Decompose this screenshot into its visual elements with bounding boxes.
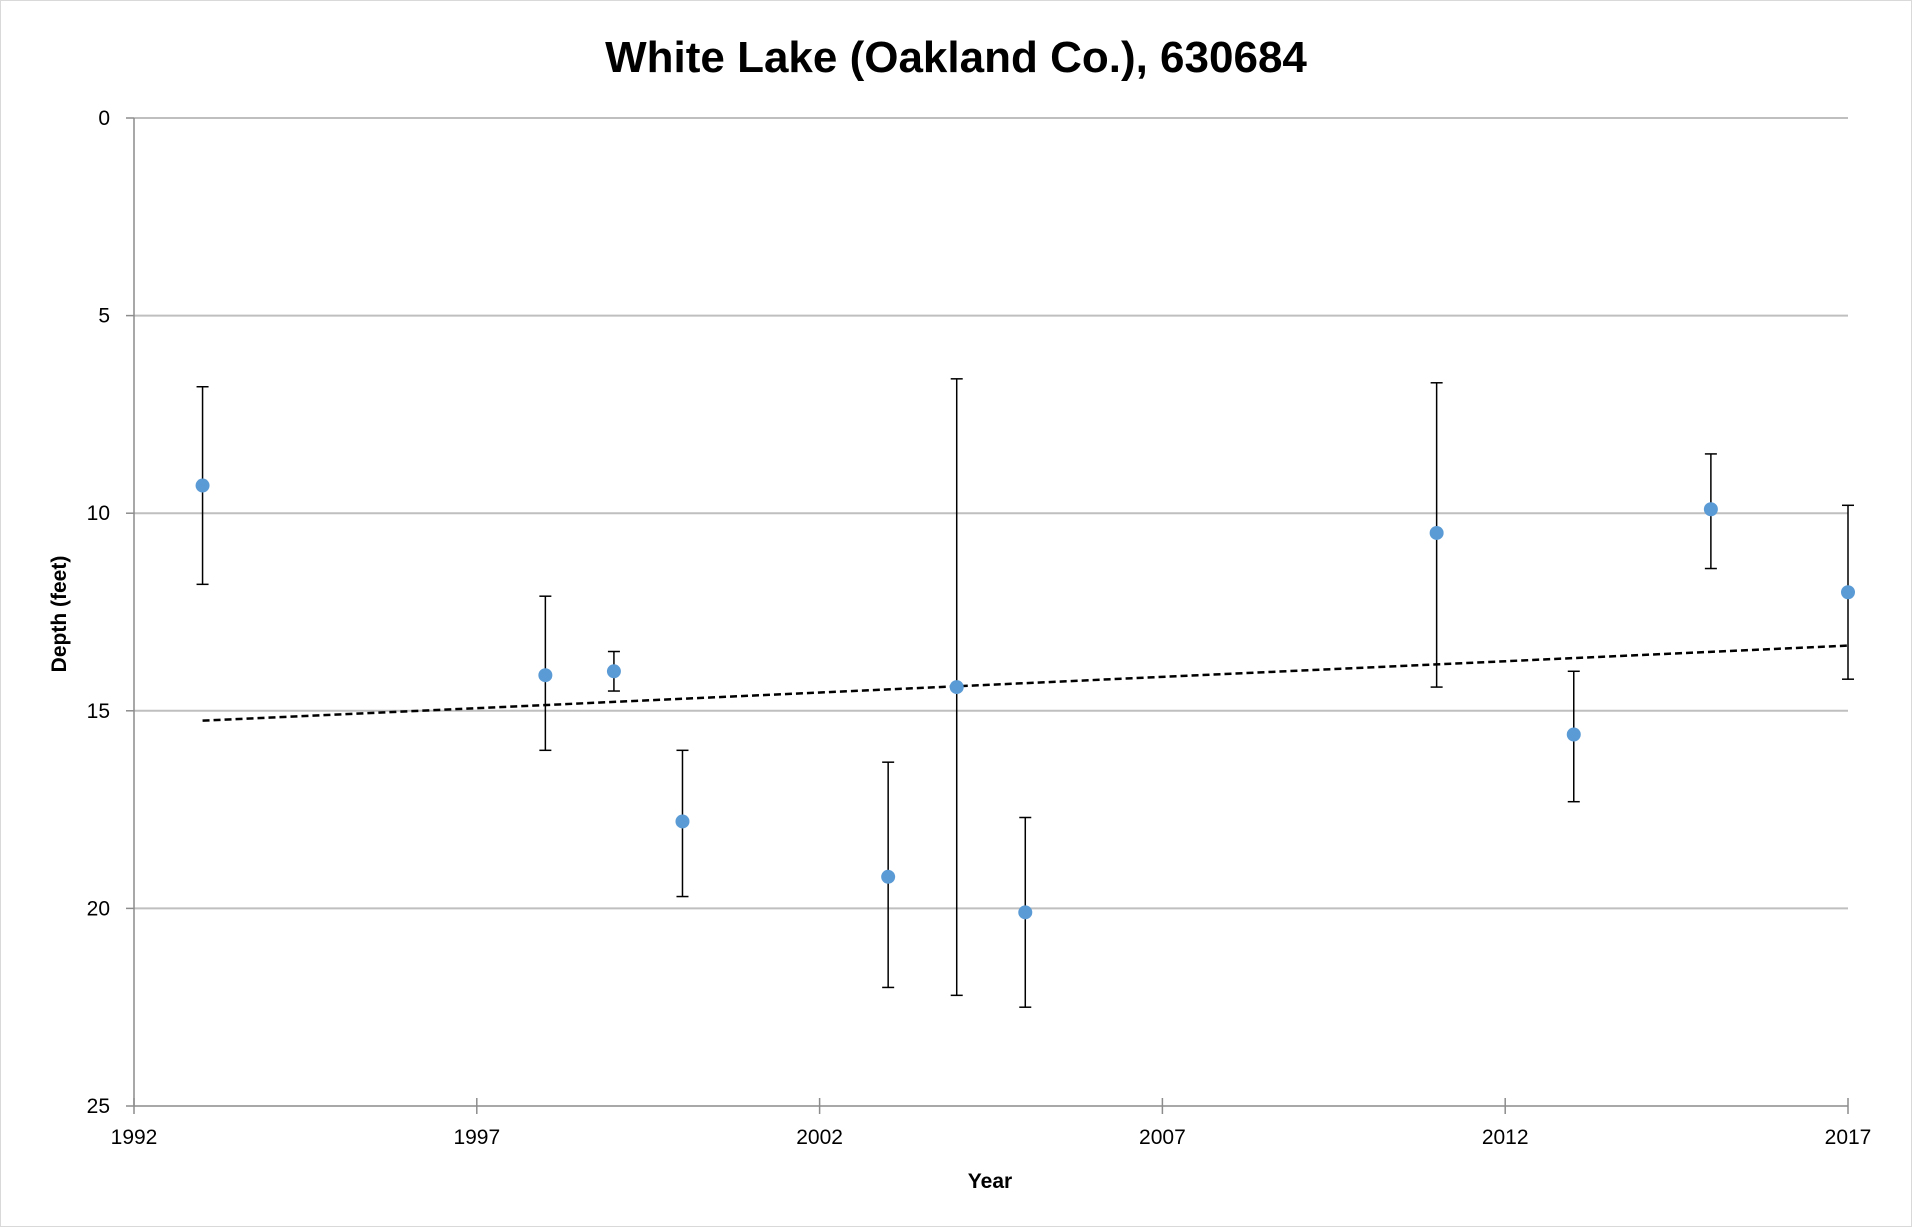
data-point <box>195 478 210 493</box>
x-axis-title: Year <box>968 1170 1012 1193</box>
data-points <box>195 478 1855 920</box>
data-point <box>675 814 690 829</box>
x-tick-label: 2007 <box>1139 1126 1186 1149</box>
x-tick-label: 1992 <box>111 1126 158 1149</box>
trendline-group <box>202 644 1849 722</box>
y-tick-label: 25 <box>87 1095 110 1118</box>
data-point <box>1429 525 1444 540</box>
x-tick-label: 2012 <box>1482 1126 1529 1149</box>
data-point <box>606 664 621 679</box>
y-tick-label: 20 <box>87 897 110 920</box>
data-point <box>1841 585 1855 600</box>
x-tick-label: 1997 <box>453 1126 500 1149</box>
data-point <box>538 668 553 683</box>
data-point <box>1566 727 1581 742</box>
x-tick-label: 2002 <box>796 1126 843 1149</box>
data-point <box>1703 502 1718 517</box>
gridlines <box>134 117 1848 910</box>
chart-title: White Lake (Oakland Co.), 630684 <box>605 33 1307 82</box>
x-tick-label: 2017 <box>1825 1126 1872 1149</box>
axes <box>126 117 1849 1114</box>
y-tick-label: 0 <box>98 107 110 130</box>
y-tick-label: 10 <box>87 502 110 525</box>
y-tick-label: 5 <box>98 305 110 328</box>
y-tick-label: 15 <box>87 700 110 723</box>
data-point <box>1018 905 1033 920</box>
data-point <box>881 869 896 884</box>
trendline <box>202 644 1849 722</box>
data-point <box>949 680 964 695</box>
y-axis-title: Depth (feet) <box>48 556 71 673</box>
